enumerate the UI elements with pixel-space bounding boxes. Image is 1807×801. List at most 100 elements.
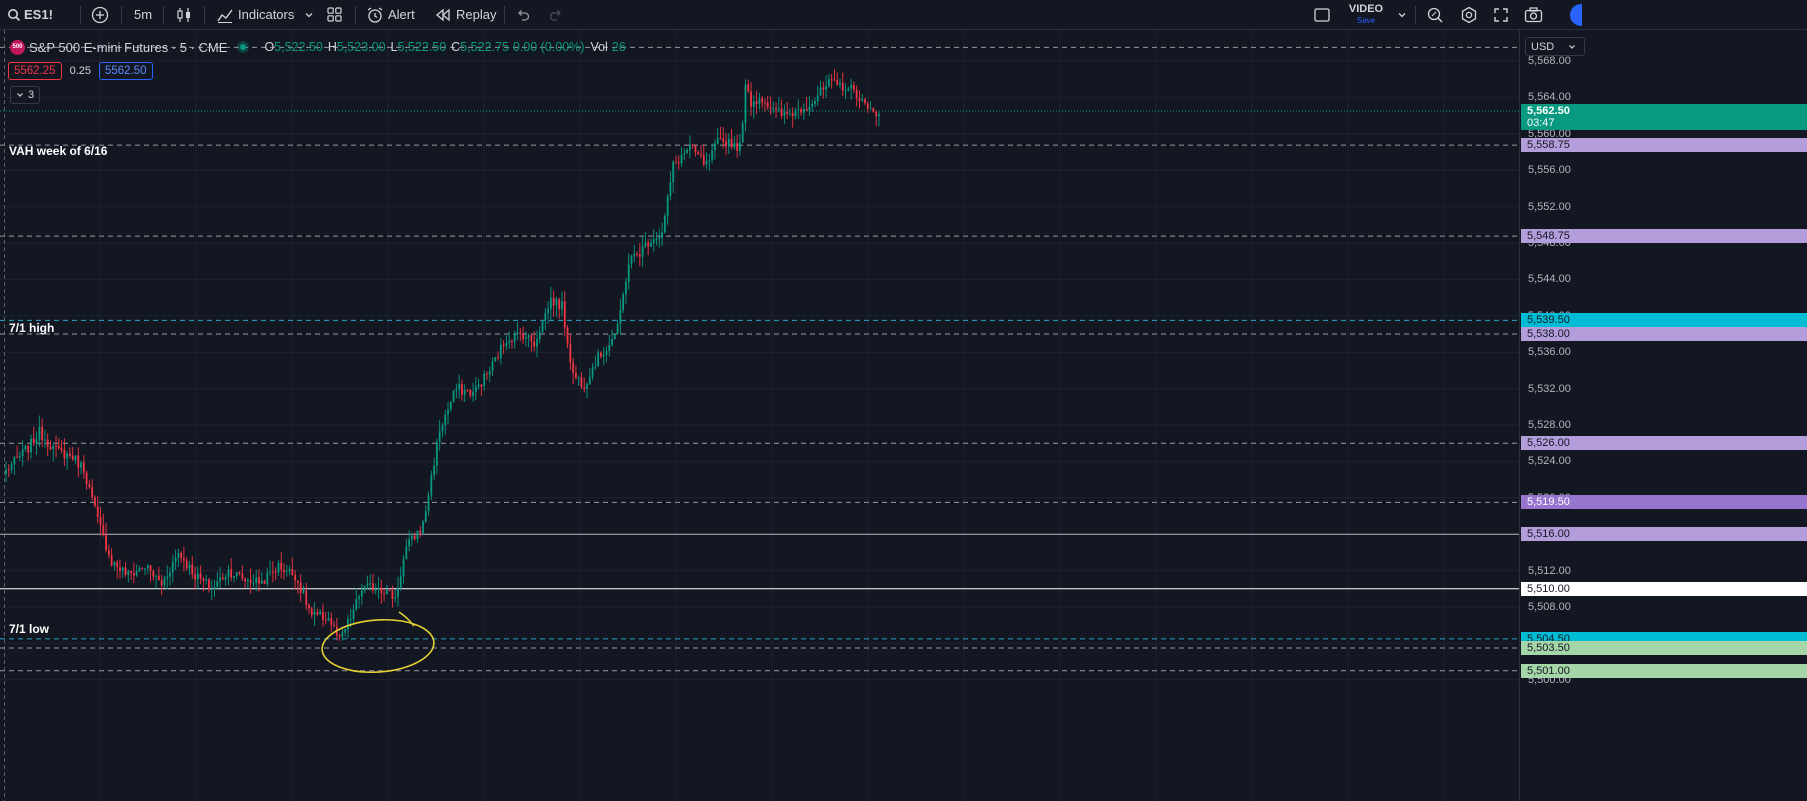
snapshot-button[interactable] xyxy=(1524,0,1543,29)
candle-body xyxy=(566,327,569,344)
candle-body xyxy=(49,446,52,450)
candle-body xyxy=(5,469,7,474)
candle-body xyxy=(841,82,844,91)
candle-body xyxy=(866,103,869,109)
candle-body xyxy=(558,299,561,310)
candle-body xyxy=(221,577,224,580)
fullscreen-button[interactable] xyxy=(1493,0,1509,29)
market-status-icon[interactable] xyxy=(237,41,250,53)
indicators-collapse-button[interactable]: 3 xyxy=(10,86,41,104)
candle-body xyxy=(266,572,269,584)
candle-body xyxy=(441,425,444,432)
candle-body xyxy=(436,441,438,466)
price-level-tag[interactable]: 5,539.50 xyxy=(1521,313,1807,328)
candle-body xyxy=(433,465,436,476)
candle-body xyxy=(586,383,588,389)
candle-body xyxy=(552,297,555,306)
replay-button[interactable]: Replay xyxy=(434,0,496,29)
candle-body xyxy=(94,497,96,507)
candle-body xyxy=(402,559,405,577)
candle-body xyxy=(27,446,30,453)
candle-body xyxy=(772,107,775,109)
video-save-button[interactable]: VIDEO Save xyxy=(1346,0,1386,29)
alert-button[interactable]: Alert xyxy=(366,0,415,29)
sell-button[interactable]: 5562.25 xyxy=(8,61,62,80)
quick-search-button[interactable] xyxy=(1426,0,1444,29)
hand-drawn-circle xyxy=(321,618,435,674)
price-scale[interactable]: USD 5,568.00 5,564.00 5,560.00 5,556.00 5,55… xyxy=(1519,30,1807,801)
indicators-button[interactable]: Indicators xyxy=(216,0,294,29)
chart-area[interactable] xyxy=(0,30,1807,801)
candle-body xyxy=(110,555,113,566)
price-level-tag[interactable]: 5,510.00 xyxy=(1521,581,1807,596)
price-level-tag[interactable]: 5,503.50 xyxy=(1521,640,1807,655)
price-tick-label: 5,544.00 xyxy=(1528,273,1571,286)
symbol-search[interactable]: ES1! xyxy=(7,0,53,29)
candle-body xyxy=(171,562,174,573)
candle-body xyxy=(319,611,322,615)
price-level-tag[interactable]: 5,501.00 xyxy=(1521,663,1807,678)
price-level-tag[interactable]: 5,558.75 xyxy=(1521,138,1807,153)
chart-type-button[interactable] xyxy=(175,0,193,29)
candle-body xyxy=(224,576,227,580)
square-icon xyxy=(1313,6,1331,24)
undo-icon xyxy=(515,7,531,23)
chart-text-annotation[interactable]: 7/1 high xyxy=(9,320,55,335)
candle-body xyxy=(241,573,244,579)
indicators-label: Indicators xyxy=(238,7,295,22)
candle-body xyxy=(513,333,516,342)
video-save-label: Save xyxy=(1356,15,1376,25)
candle-body xyxy=(663,216,666,233)
currency-selector[interactable]: USD xyxy=(1525,37,1585,56)
candle-body xyxy=(497,356,499,359)
price-level-tag[interactable]: 5,538.00 xyxy=(1521,327,1807,341)
candle-body xyxy=(588,376,591,384)
publish-button[interactable] xyxy=(1558,0,1582,30)
candle-body xyxy=(805,109,808,111)
price-tick-label: 5,512.00 xyxy=(1528,564,1571,577)
candle-body xyxy=(355,599,358,610)
buy-button[interactable]: 5562.50 xyxy=(99,61,153,80)
chart-legend[interactable]: 500 S&P 500 E-mini Futures · 5 · CME O 5,… xyxy=(10,39,626,55)
candle-body xyxy=(705,161,708,165)
candle-body xyxy=(691,144,694,146)
candle-body xyxy=(385,590,388,594)
compare-button[interactable] xyxy=(91,0,109,29)
chart-text-annotation[interactable]: 7/1 low xyxy=(9,621,50,636)
candle-body xyxy=(258,577,260,584)
candle-body xyxy=(655,239,658,241)
video-dropdown[interactable] xyxy=(1397,0,1407,29)
candle-body xyxy=(683,153,686,155)
indicators-dropdown[interactable] xyxy=(304,0,314,29)
price-level-tag[interactable]: 5,516.00 xyxy=(1521,527,1807,542)
candle-body xyxy=(91,487,94,498)
interval-button[interactable]: 5m xyxy=(134,0,152,29)
candle-body xyxy=(174,557,177,563)
candle-body xyxy=(641,246,644,257)
layout-button[interactable] xyxy=(326,0,343,29)
redo-button[interactable] xyxy=(548,0,564,29)
candle-body xyxy=(530,335,533,342)
candle-body xyxy=(675,161,677,163)
candle-body xyxy=(210,589,213,591)
candle-body xyxy=(547,308,549,314)
candle-body xyxy=(16,456,19,458)
candle-body xyxy=(63,449,66,459)
chart-text-annotation[interactable]: VAH week of 6/16 xyxy=(9,144,108,158)
candle-body xyxy=(533,341,536,347)
price-level-tag[interactable]: 5,519.50 xyxy=(1521,495,1807,510)
candle-body xyxy=(124,567,127,575)
undo-button[interactable] xyxy=(515,0,531,29)
chart-plot[interactable] xyxy=(0,30,1519,801)
candle-body xyxy=(549,297,552,309)
candle-body xyxy=(611,338,613,346)
candle-body xyxy=(777,108,780,110)
price-level-tag[interactable]: 5,526.00 xyxy=(1521,436,1807,451)
candle-body xyxy=(246,579,249,582)
fullscreen-window-button[interactable] xyxy=(1313,0,1331,29)
last-price-tag: 5,562.50 03:47 xyxy=(1521,104,1807,131)
candle-body xyxy=(747,84,750,92)
settings-button[interactable] xyxy=(1460,0,1478,29)
price-level-tag[interactable]: 5,548.75 xyxy=(1521,229,1807,244)
price-tick-label: 5,552.00 xyxy=(1528,200,1571,213)
